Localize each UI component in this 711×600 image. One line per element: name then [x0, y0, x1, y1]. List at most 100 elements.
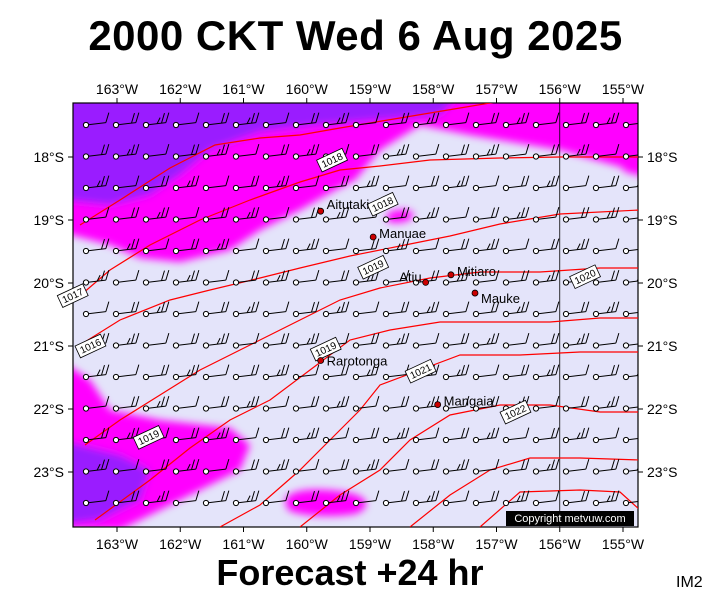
wind-barb [622, 499, 638, 507]
wind-barb [172, 458, 200, 475]
wind-barb [532, 206, 560, 223]
wind-barb [472, 364, 500, 381]
wind-barb [532, 427, 560, 444]
wind-barb [112, 269, 140, 286]
wind-barb [232, 175, 260, 192]
place-mauke: Mauke [471, 289, 520, 306]
wind-barb [352, 238, 380, 255]
wind-barb [532, 458, 560, 475]
isobar-line [79, 209, 638, 346]
wind-barb [112, 458, 140, 475]
wind-barb [442, 395, 470, 412]
place-manuae: Manuae [369, 226, 426, 241]
place-rarotonga: Rarotonga [317, 353, 388, 368]
copyright-box [506, 511, 634, 526]
wind-barb [262, 301, 290, 318]
lon-label-top: 160°W [286, 81, 329, 97]
wind-barb [592, 332, 620, 349]
wind-barb [292, 301, 320, 318]
wind-barb [292, 269, 320, 286]
wind-barb [622, 247, 638, 255]
wind-barb [592, 364, 620, 381]
place-dot [317, 357, 325, 364]
wind-barb [562, 206, 590, 223]
wind-barb [532, 143, 560, 160]
wind-barb [262, 364, 290, 381]
wind-barb [382, 490, 410, 507]
chart-code: IM2 [676, 574, 703, 591]
wind-barb [382, 458, 410, 475]
wind-barb [442, 112, 470, 129]
lon-label-top: 163°W [96, 81, 139, 97]
wind-barb [502, 269, 530, 286]
wind-barb [412, 458, 440, 475]
wind-barb [382, 175, 410, 192]
wind-barb [532, 395, 560, 412]
wind-barb [82, 427, 110, 444]
wind-barb [622, 436, 638, 444]
lat-label-left: 22°S [33, 401, 64, 417]
wind-barb [202, 427, 230, 444]
wind-barb [82, 269, 110, 286]
lat-label-right: 22°S [647, 401, 678, 417]
wind-barb [202, 364, 230, 381]
wind-barb [172, 301, 200, 318]
wind-barb [562, 490, 590, 507]
wind-barb [502, 301, 530, 318]
wind-barb [262, 143, 290, 160]
wind-barb [172, 238, 200, 255]
wind-barb [472, 427, 500, 444]
place-mangaia: Mangaia [434, 394, 495, 409]
wind-barb [322, 301, 350, 318]
lon-label-top: 158°W [412, 81, 455, 97]
wind-barb [442, 238, 470, 255]
wind-barb [352, 458, 380, 475]
wind-barb [412, 332, 440, 349]
lat-label-right: 23°S [647, 464, 678, 480]
wind-barb [352, 332, 380, 349]
wind-barb [472, 238, 500, 255]
wind-barb [562, 427, 590, 444]
wind-barb [622, 278, 638, 286]
lat-label-right: 19°S [647, 212, 678, 228]
wind-barb [622, 216, 638, 223]
wind-barb [232, 269, 260, 286]
wind-barb [292, 395, 320, 412]
isobar-line [84, 267, 638, 446]
wind-barb [112, 112, 140, 129]
lon-label-bottom: 163°W [96, 536, 139, 552]
wind-barb [232, 143, 260, 160]
wind-barb [172, 490, 200, 507]
wind-barb [172, 206, 200, 223]
wind-barb [202, 490, 230, 507]
place-label: Mauke [481, 291, 520, 306]
place-label: Mangaia [444, 394, 495, 409]
wind-barb [322, 490, 350, 507]
wind-barb [352, 175, 380, 192]
wind-barb [262, 427, 290, 444]
place-mitiaro: Mitiaro [447, 264, 496, 279]
lon-label-bottom: 161°W [222, 536, 265, 552]
wind-barb [82, 175, 110, 192]
lon-label-top: 159°W [349, 81, 392, 97]
wind-barb [352, 490, 380, 507]
wind-barb [112, 332, 140, 349]
wind-barb [592, 458, 620, 475]
wind-barb [472, 269, 500, 286]
lon-label-bottom: 159°W [349, 536, 392, 552]
place-dot [447, 271, 455, 279]
place-aitutaki: Aitutaki [317, 197, 369, 215]
strong-wind-core-sw [73, 443, 150, 524]
wind-barb [82, 395, 110, 412]
wind-barb [322, 206, 350, 223]
wind-barb [262, 490, 290, 507]
wind-barb [562, 143, 590, 160]
wind-barb [352, 395, 380, 412]
wind-barb [592, 206, 620, 223]
wind-barb [112, 364, 140, 381]
wind-barb [82, 301, 110, 318]
lon-label-bottom: 158°W [412, 536, 455, 552]
wind-barb [202, 301, 230, 318]
wind-barb [112, 301, 140, 318]
isobar-line [79, 103, 494, 226]
